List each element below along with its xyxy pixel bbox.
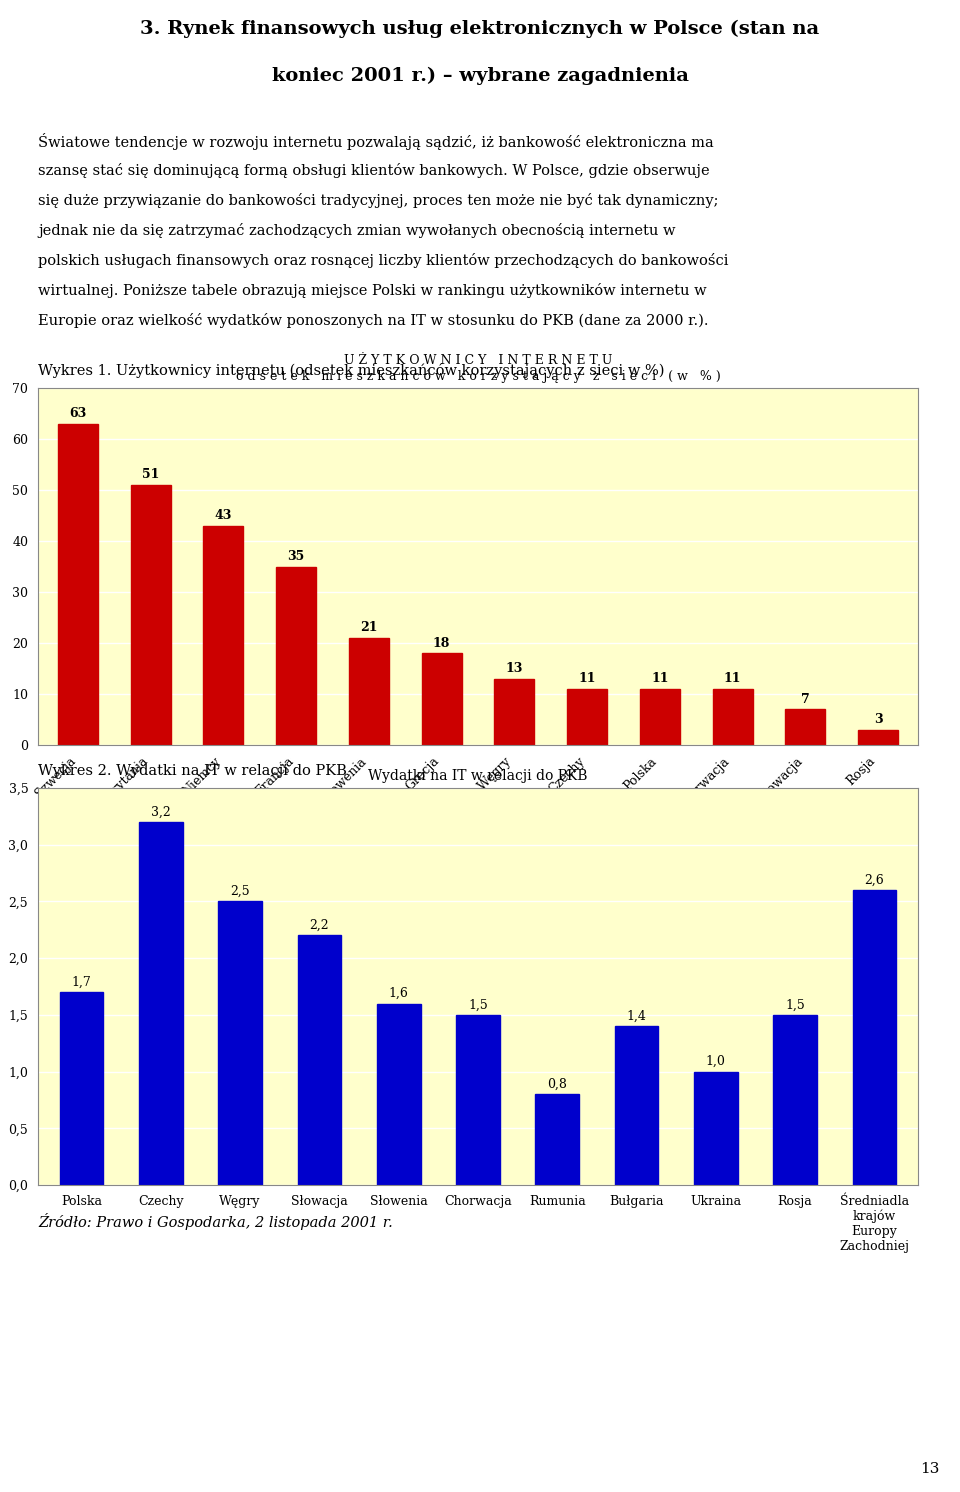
Text: 51: 51 — [142, 468, 159, 482]
Bar — [494, 679, 535, 745]
Bar — [139, 822, 182, 1185]
Text: jednak nie da się zatrzymać zachodzących zmian wywołanych obecnością internetu w: jednak nie da się zatrzymać zachodzących… — [38, 224, 676, 239]
Text: 1,0: 1,0 — [706, 1055, 726, 1068]
Text: Światowe tendencje w rozwoju internetu pozwalają sądzić, iż bankowość elektronic: Światowe tendencje w rozwoju internetu p… — [38, 133, 713, 149]
Bar — [60, 992, 104, 1185]
Text: 1,6: 1,6 — [389, 988, 409, 1000]
Text: 3,2: 3,2 — [151, 806, 171, 819]
Text: 63: 63 — [69, 407, 86, 421]
Text: 11: 11 — [578, 673, 596, 685]
Text: 3: 3 — [874, 713, 882, 727]
Bar — [858, 730, 898, 745]
Bar — [218, 901, 262, 1185]
Text: wirtualnej. Poniższe tabele obrazują miejsce Polski w rankingu użytkowników inte: wirtualnej. Poniższe tabele obrazują mie… — [38, 283, 707, 298]
Bar — [377, 1004, 420, 1185]
Text: 2,5: 2,5 — [230, 885, 250, 898]
Text: 18: 18 — [433, 637, 450, 649]
Bar — [785, 709, 826, 745]
Text: 1,7: 1,7 — [72, 976, 91, 989]
Bar — [852, 891, 897, 1185]
Bar — [131, 485, 171, 745]
Title: U Ż Y T K O W N I C Y   I N T E R N E T U
o d s e t e k   m i e s z k a ń c ó w : U Ż Y T K O W N I C Y I N T E R N E T U … — [235, 354, 720, 382]
Bar — [614, 1026, 659, 1185]
Text: 1,4: 1,4 — [627, 1010, 646, 1024]
Bar — [58, 424, 98, 745]
Bar — [712, 689, 753, 745]
Text: 43: 43 — [215, 509, 232, 522]
Text: 13: 13 — [921, 1462, 940, 1476]
Text: 0,8: 0,8 — [547, 1077, 567, 1091]
Text: 21: 21 — [360, 621, 377, 634]
Text: 35: 35 — [288, 551, 305, 562]
Text: 13: 13 — [506, 662, 523, 674]
Bar — [348, 639, 389, 745]
Text: się duże przywiązanie do bankowości tradycyjnej, proces ten może nie być tak dyn: się duże przywiązanie do bankowości trad… — [38, 194, 718, 209]
Text: 7: 7 — [801, 692, 809, 706]
Bar — [204, 525, 244, 745]
Text: 2,2: 2,2 — [310, 919, 329, 932]
Text: 2,6: 2,6 — [865, 874, 884, 886]
Bar — [276, 567, 316, 745]
Text: 3. Rynek finansowych usług elektronicznych w Polsce (stan na: 3. Rynek finansowych usług elektroniczny… — [140, 19, 820, 39]
Text: 11: 11 — [651, 673, 668, 685]
Bar — [567, 689, 607, 745]
Text: 1,5: 1,5 — [468, 998, 488, 1012]
Text: Wykres 2. Wydatki na IT w relacji do PKB: Wykres 2. Wydatki na IT w relacji do PKB — [38, 764, 347, 777]
Text: Europie oraz wielkość wydatków ponoszonych na IT w stosunku do PKB (dane za 2000: Europie oraz wielkość wydatków ponoszony… — [38, 313, 708, 328]
Text: 11: 11 — [724, 673, 741, 685]
Text: 1,5: 1,5 — [785, 998, 805, 1012]
Title: Wydatki na IT w relacji do PKB: Wydatki na IT w relacji do PKB — [369, 768, 588, 783]
Text: Wykres 1. Użytkownicy internetu (odsetek mieszkańców korzystających z sieci w %): Wykres 1. Użytkownicy internetu (odsetek… — [38, 364, 664, 379]
Bar — [536, 1094, 579, 1185]
Bar — [694, 1071, 737, 1185]
Text: szansę stać się dominującą formą obsługi klientów bankowych. W Polsce, gdzie obs: szansę stać się dominującą formą obsługi… — [38, 164, 709, 179]
Text: Źródło: Prawo i Gospodarka, 2 listopada 2001 r.: Źródło: Prawo i Gospodarka, 2 listopada … — [38, 1213, 393, 1229]
Bar — [421, 653, 462, 745]
Text: polskich usługach finansowych oraz rosnącej liczby klientów przechodzących do ba: polskich usługach finansowych oraz rosną… — [38, 254, 729, 269]
Bar — [639, 689, 680, 745]
Text: koniec 2001 r.) – wybrane zagadnienia: koniec 2001 r.) – wybrane zagadnienia — [272, 67, 688, 85]
Bar — [298, 935, 341, 1185]
Bar — [456, 1015, 500, 1185]
Bar — [774, 1015, 817, 1185]
